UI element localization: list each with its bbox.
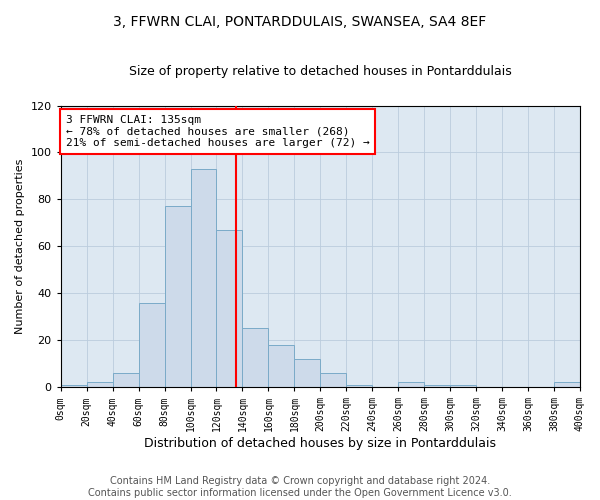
Bar <box>139 302 164 387</box>
Bar <box>424 385 450 387</box>
Bar <box>450 385 476 387</box>
Bar <box>164 206 191 387</box>
X-axis label: Distribution of detached houses by size in Pontarddulais: Distribution of detached houses by size … <box>145 437 496 450</box>
Text: 3, FFWRN CLAI, PONTARDDULAIS, SWANSEA, SA4 8EF: 3, FFWRN CLAI, PONTARDDULAIS, SWANSEA, S… <box>113 15 487 29</box>
Text: 3 FFWRN CLAI: 135sqm
← 78% of detached houses are smaller (268)
21% of semi-deta: 3 FFWRN CLAI: 135sqm ← 78% of detached h… <box>66 115 370 148</box>
Bar <box>398 382 424 387</box>
Title: Size of property relative to detached houses in Pontarddulais: Size of property relative to detached ho… <box>129 65 512 78</box>
Bar <box>86 382 113 387</box>
Bar <box>242 328 268 387</box>
Bar <box>217 230 242 387</box>
Bar <box>295 359 320 387</box>
Y-axis label: Number of detached properties: Number of detached properties <box>15 158 25 334</box>
Text: Contains HM Land Registry data © Crown copyright and database right 2024.
Contai: Contains HM Land Registry data © Crown c… <box>88 476 512 498</box>
Bar <box>61 385 86 387</box>
Bar <box>268 345 295 387</box>
Bar <box>554 382 580 387</box>
Bar <box>320 373 346 387</box>
Bar <box>113 373 139 387</box>
Bar <box>191 169 217 387</box>
Bar <box>346 385 372 387</box>
